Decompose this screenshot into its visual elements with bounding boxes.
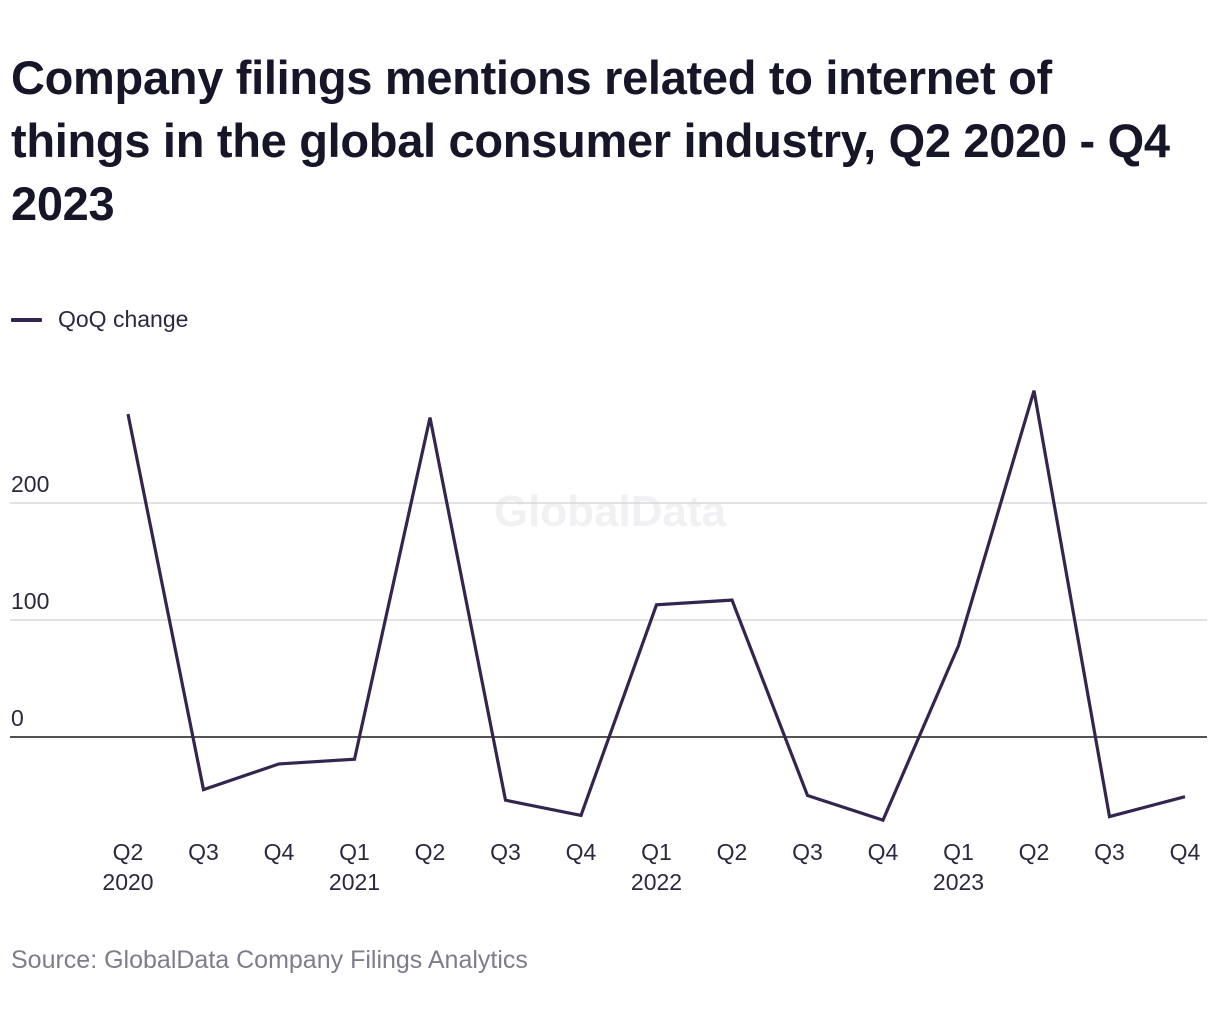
x-tick-label: Q2 bbox=[717, 839, 748, 865]
grid-layer bbox=[10, 502, 1207, 738]
x-axis-ticks: Q2 2020 Q3 Q4 Q1 2021 Q2 Q3 Q4 Q1 2022 Q2 Q3 Q4 Q1 2023… bbox=[102, 839, 1200, 895]
x-tick-label: Q4 bbox=[868, 839, 899, 865]
x-tick-label: Q2 2020 bbox=[102, 839, 153, 895]
x-tick-label: Q4 bbox=[1170, 839, 1201, 865]
y-tick-label: 0 bbox=[11, 705, 24, 731]
series-line bbox=[126, 390, 1186, 823]
y-tick-label: 200 bbox=[11, 471, 49, 497]
y-tick-label: 100 bbox=[11, 588, 49, 614]
legend: QoQ change bbox=[11, 306, 188, 333]
y-axis-ticks: 0 100 200 bbox=[11, 471, 49, 731]
x-tick-label: Q3 bbox=[188, 839, 219, 865]
watermark: GlobalData bbox=[494, 487, 727, 536]
x-tick-label: Q3 bbox=[490, 839, 521, 865]
x-tick-label: Q4 bbox=[566, 839, 597, 865]
chart-title: Company filings mentions related to inte… bbox=[11, 51, 1170, 230]
legend-line-swatch bbox=[11, 317, 42, 322]
x-tick-label: Q1 2021 bbox=[329, 839, 380, 895]
x-tick-label: Q2 bbox=[415, 839, 446, 865]
x-tick-label: Q1 2022 bbox=[631, 839, 682, 895]
x-tick-label: Q2 bbox=[1019, 839, 1050, 865]
legend-label: QoQ change bbox=[58, 306, 189, 332]
source-note: Source: GlobalData Company Filings Analy… bbox=[11, 946, 528, 974]
x-tick-label: Q1 2023 bbox=[933, 839, 984, 895]
x-tick-label: Q3 bbox=[1094, 839, 1125, 865]
series-layer bbox=[126, 390, 1186, 823]
x-tick-label: Q3 bbox=[792, 839, 823, 865]
x-tick-label: Q4 bbox=[264, 839, 295, 865]
